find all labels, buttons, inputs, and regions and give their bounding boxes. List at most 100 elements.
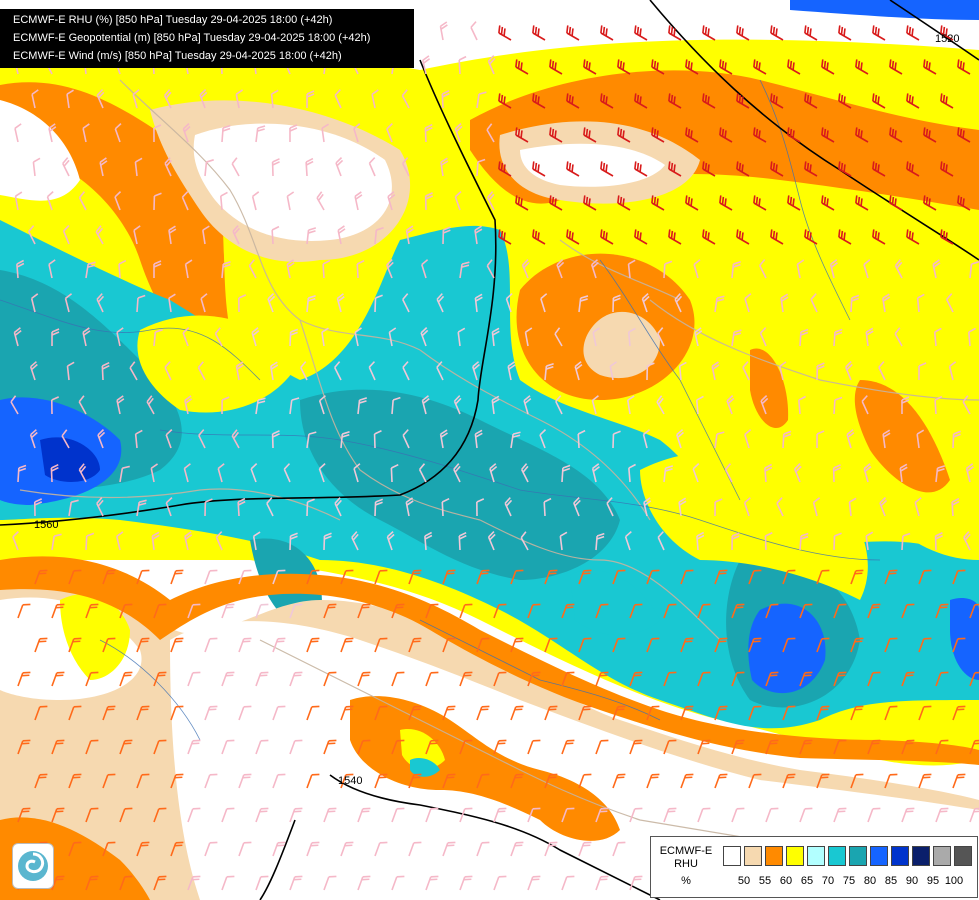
wind-barb bbox=[884, 637, 898, 653]
legend-tick-label: 65 bbox=[800, 875, 814, 887]
wind-barb bbox=[934, 395, 943, 415]
wind-barb bbox=[782, 773, 796, 789]
wind-barb bbox=[493, 807, 507, 823]
wind-barb bbox=[255, 397, 266, 415]
wind-barb bbox=[458, 531, 467, 551]
wind-barb bbox=[510, 637, 524, 653]
wind-barb bbox=[627, 259, 636, 279]
wind-barb bbox=[116, 395, 125, 415]
wind-barb bbox=[702, 229, 716, 245]
wind-barb bbox=[532, 93, 546, 109]
wind-barb bbox=[590, 259, 599, 279]
map-title-block: ECMWF-E RHU (%) [850 hPa] Tuesday 29-04-… bbox=[0, 9, 414, 68]
wind-barb bbox=[918, 637, 932, 653]
wind-barb bbox=[476, 841, 490, 857]
wind-barb bbox=[14, 123, 22, 143]
wind-barb bbox=[493, 671, 507, 687]
legend-swatch bbox=[828, 846, 846, 866]
wind-barb bbox=[119, 603, 133, 619]
wind-barb bbox=[646, 773, 660, 789]
wind-barb bbox=[812, 497, 821, 517]
wind-barb bbox=[337, 225, 346, 245]
wind-barb bbox=[289, 875, 303, 891]
legend-tick-label: 75 bbox=[842, 875, 856, 887]
wind-barb bbox=[940, 93, 954, 109]
wind-barb bbox=[685, 59, 699, 75]
wind-barb bbox=[306, 637, 320, 653]
legend-tick-label: 95 bbox=[926, 875, 940, 887]
wind-barb bbox=[204, 841, 218, 857]
wind-barb bbox=[736, 161, 750, 177]
wind-barb bbox=[736, 25, 750, 41]
legend-tick-label: 100 bbox=[944, 875, 964, 887]
wind-barb bbox=[624, 531, 632, 551]
wind-barb bbox=[779, 361, 787, 381]
wind-barb bbox=[386, 123, 393, 143]
contour-label-1540: 1540 bbox=[338, 775, 363, 787]
title-rhu: ECMWF-E RHU (%) [850 hPa] Tuesday 29-04-… bbox=[13, 14, 333, 26]
wind-barb bbox=[651, 59, 665, 75]
wind-barb bbox=[165, 497, 173, 517]
wind-barb bbox=[33, 498, 43, 517]
wind-barb bbox=[821, 127, 835, 143]
wind-barb bbox=[702, 25, 716, 41]
wind-barb bbox=[736, 229, 750, 245]
wind-barb bbox=[442, 637, 456, 653]
wind-barb bbox=[97, 429, 106, 449]
wind-barb bbox=[714, 498, 723, 517]
wind-barb bbox=[51, 328, 60, 347]
wind-barb bbox=[731, 261, 741, 279]
wind-barb bbox=[968, 327, 976, 347]
wind-barb bbox=[476, 637, 490, 653]
wind-barb bbox=[421, 395, 430, 415]
wind-barb bbox=[780, 293, 789, 313]
wind-barb bbox=[442, 705, 456, 721]
wind-barb bbox=[600, 93, 614, 109]
wind-barb bbox=[408, 569, 422, 585]
wind-barb bbox=[901, 739, 915, 755]
wind-barb bbox=[272, 841, 286, 857]
wind-barb bbox=[668, 161, 682, 177]
wind-barb bbox=[146, 395, 155, 415]
wind-barb bbox=[453, 463, 461, 483]
wind-barb bbox=[153, 671, 167, 687]
wind-barb bbox=[923, 127, 937, 143]
wind-barb bbox=[374, 226, 384, 245]
wind-barb bbox=[829, 259, 838, 279]
wind-barb bbox=[238, 569, 252, 585]
wind-barb bbox=[459, 603, 473, 619]
wind-barb bbox=[799, 807, 813, 823]
wind-barb bbox=[918, 773, 932, 789]
wind-barb bbox=[153, 875, 167, 891]
wind-barb bbox=[323, 875, 337, 891]
wind-barb bbox=[918, 705, 932, 721]
wind-barb bbox=[532, 229, 546, 245]
legend-tick-label: 85 bbox=[884, 875, 898, 887]
wind-barb bbox=[583, 195, 597, 211]
wind-barb bbox=[119, 875, 133, 891]
wind-barb bbox=[889, 195, 903, 211]
wind-barb bbox=[951, 497, 960, 517]
wind-barb bbox=[199, 89, 208, 109]
wind-barb bbox=[271, 225, 280, 245]
wind-barb bbox=[498, 161, 512, 177]
wind-barb bbox=[646, 637, 660, 653]
wind-barb bbox=[408, 637, 422, 653]
wind-barb bbox=[878, 361, 886, 381]
wind-barb bbox=[901, 532, 911, 551]
wind-barb bbox=[252, 531, 261, 551]
wind-barb bbox=[391, 875, 405, 891]
wind-barb bbox=[390, 463, 399, 483]
wind-barb bbox=[731, 329, 742, 347]
wind-barb bbox=[719, 127, 733, 143]
wind-barb bbox=[714, 773, 728, 789]
wind-barb bbox=[491, 395, 500, 415]
wind-barb bbox=[969, 261, 979, 279]
wind-barb bbox=[838, 25, 852, 41]
wind-barb bbox=[544, 569, 558, 585]
wind-barb bbox=[401, 157, 410, 177]
wind-barb bbox=[889, 59, 903, 75]
wind-barb bbox=[306, 705, 320, 721]
model-logo-icon bbox=[12, 843, 54, 889]
